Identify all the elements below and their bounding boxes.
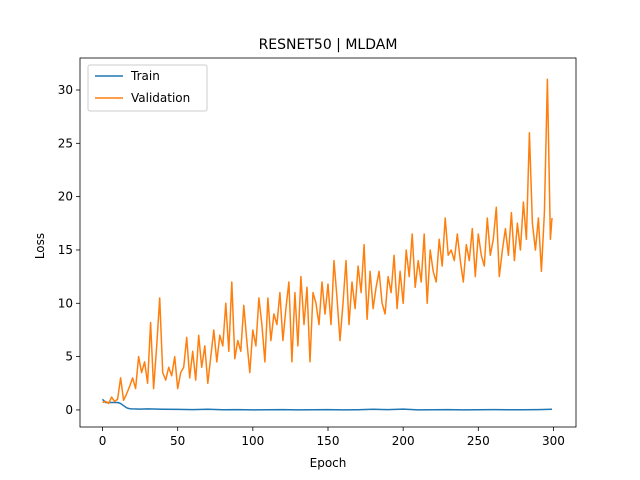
y-tick-label: 0 — [65, 403, 73, 417]
y-tick-label: 5 — [65, 350, 73, 364]
plot-area: 0 50 100 150 200 250 300 0 5 10 15 20 25 30 — [58, 57, 577, 448]
x-tick-label: 200 — [392, 434, 415, 448]
x-tick-label: 50 — [170, 434, 185, 448]
legend: Train Validation — [87, 64, 208, 112]
x-tick-label: 150 — [317, 434, 340, 448]
y-tick-label: 10 — [58, 296, 73, 310]
x-tick-label: 100 — [241, 434, 264, 448]
series-line-validation — [102, 78, 553, 405]
series-line-train — [101, 398, 553, 411]
x-axis-label: Epoch — [310, 456, 347, 470]
y-axis-label: Loss — [33, 233, 47, 259]
legend-label-train: Train — [130, 69, 160, 83]
legend-label-validation: Validation — [131, 91, 190, 105]
y-tick-label: 20 — [58, 190, 73, 204]
y-tick-label: 15 — [58, 243, 73, 257]
x-tick-label: 300 — [542, 434, 565, 448]
x-tick-label: 0 — [99, 434, 107, 448]
y-tick-label: 30 — [58, 83, 73, 97]
chart-title: RESNET50 | MLDAM — [259, 37, 398, 53]
x-tick-label: 250 — [467, 434, 490, 448]
y-tick-label: 25 — [58, 136, 73, 150]
